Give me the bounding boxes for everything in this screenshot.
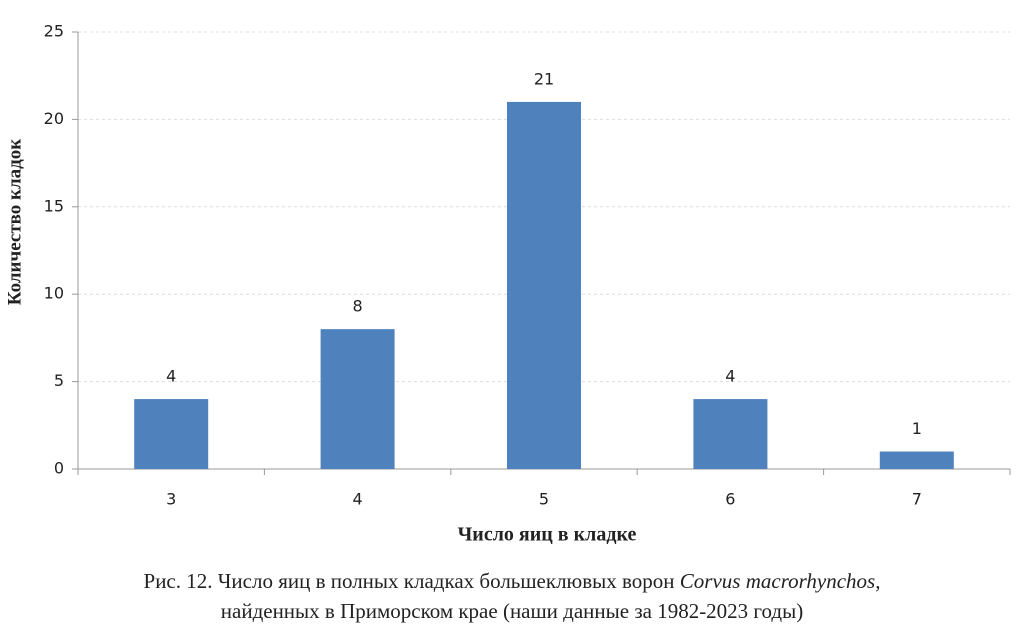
y-tick-label: 0 [54, 459, 64, 478]
bar [320, 329, 395, 469]
bar [507, 101, 581, 470]
y-tick-label: 15 [44, 196, 64, 215]
caption-text: , [875, 569, 881, 593]
chart: Количество кладок Число яиц в кладке 0 5 1… [4, 22, 1011, 546]
data-label: 8 [353, 297, 363, 316]
caption-text: найденных в Приморском крае (наши данные… [220, 599, 804, 623]
data-label: 21 [534, 69, 554, 88]
y-tick-label: 25 [44, 22, 64, 41]
x-tick-label: 7 [912, 490, 922, 509]
bar [693, 399, 768, 469]
bar [134, 399, 209, 469]
y-axis-label: Количество кладок [4, 139, 25, 305]
caption: Рис. 12. Число яиц в полных кладках боль… [0, 566, 1024, 626]
y-tick-label: 10 [44, 284, 64, 303]
x-tick-label: 4 [353, 490, 363, 509]
data-label: 1 [912, 419, 922, 438]
y-tick-label: 20 [44, 109, 64, 128]
x-tick-label: 5 [539, 490, 549, 509]
x-tick-label: 6 [725, 490, 735, 509]
data-label: 4 [166, 367, 176, 386]
y-tick-label: 5 [54, 371, 64, 390]
caption-species: Corvus macrorhynchos [679, 569, 876, 593]
x-tick-label: 3 [166, 490, 176, 509]
data-label: 4 [725, 367, 735, 386]
x-axis-label: Число яиц в кладке [458, 524, 637, 546]
caption-text: Рис. 12. Число яиц в полных кладках боль… [143, 569, 675, 593]
bar [879, 451, 954, 469]
